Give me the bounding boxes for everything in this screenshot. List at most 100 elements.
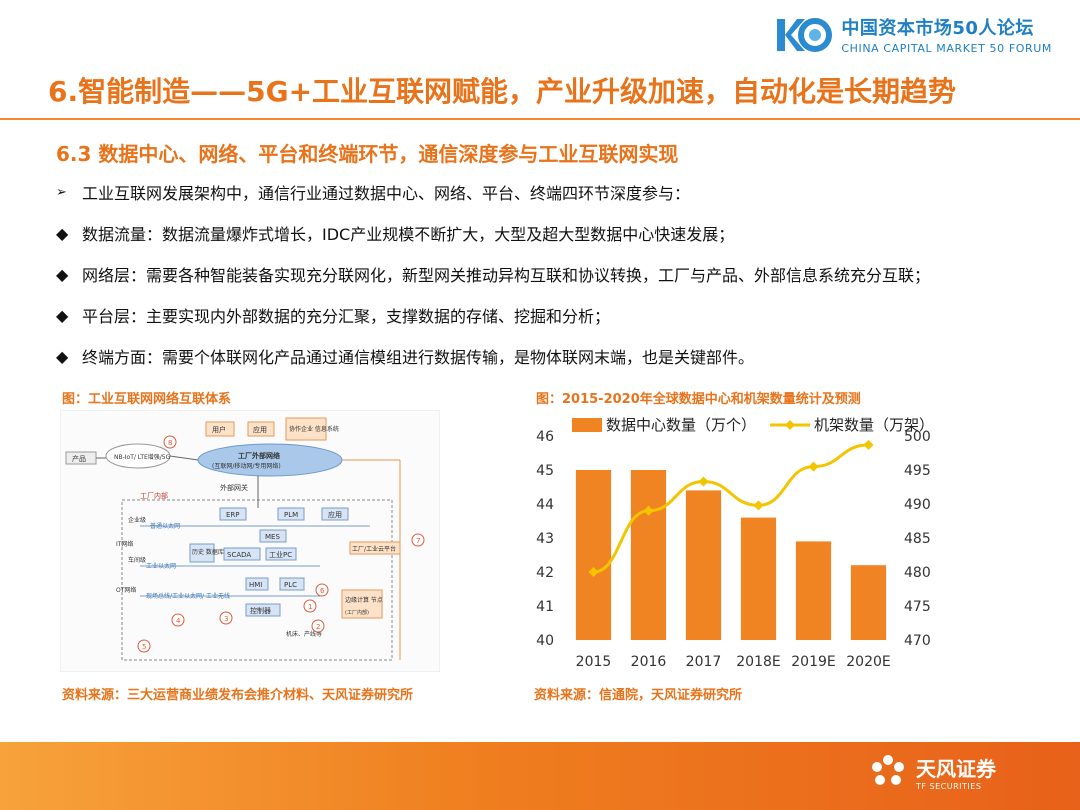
bullet-item: ◆ 平台层：主要实现内外部数据的充分汇聚，支撑数据的存储、挖掘和分析； bbox=[56, 303, 1066, 327]
bullet-text: 终端方面：需要个体联网化产品通过通信模组进行数据传输，是物体联网末端，也是关键部… bbox=[82, 348, 755, 367]
line-point-2020E bbox=[863, 439, 874, 450]
bullet-text: 数据流量：数据流量爆炸式增长，IDC产业规模不断扩大，大型及超大型数据中心快速发… bbox=[82, 225, 735, 244]
diamond-bullet-icon: ◆ bbox=[56, 305, 69, 325]
diagram-mes-label: MES bbox=[265, 533, 280, 541]
network-diagram: 用户 应用 协作企业 信息系统 工厂外部网络 (互联网/移动网/专用网络) 产品… bbox=[59, 409, 441, 673]
diagram-cloud-sublabel: (互联网/移动网/专用网络) bbox=[212, 462, 281, 470]
y-left-tick-label: 45 bbox=[536, 463, 554, 479]
diagram-product-label: 产品 bbox=[72, 454, 86, 463]
diagram-ipc-box bbox=[265, 547, 297, 561]
diagram-history-db-label: 历史 数据库 bbox=[192, 548, 224, 556]
left-figure-source: 资料来源：三大运营商业绩发布会推介材料、天风证券研究所 bbox=[62, 688, 414, 703]
legend-bar-label: 数据中心数量（万个） bbox=[606, 416, 756, 434]
line-point-2015 bbox=[588, 567, 599, 577]
diagram-ot-net-label: OT网络 bbox=[116, 586, 136, 594]
legend-bar-swatch bbox=[572, 418, 602, 432]
logo-cn-text: 中国资本市场50人论坛 bbox=[841, 18, 1034, 39]
diagram-marker-6 bbox=[315, 583, 329, 597]
diagram-app2-label: 应用 bbox=[328, 510, 342, 519]
arrow-bullet-icon: ➢ bbox=[56, 184, 67, 200]
bullet-item: ◆ 数据流量：数据流量爆炸式增长，IDC产业规模不断扩大，大型及超大型数据中心快… bbox=[56, 221, 1066, 245]
bullet-text: 网络层：需要各种智能装备实现充分联网化，新型网关推动异构互联和协议转换，工厂与产… bbox=[82, 266, 931, 285]
x-tick-label: 2019E bbox=[791, 654, 835, 670]
y-right-tick-label: 480 bbox=[904, 565, 931, 581]
diagram-hmi-box bbox=[245, 577, 269, 591]
x-tick-label: 2016 bbox=[631, 654, 667, 670]
diagram-nbiot-label: NB-IoT/ LTE增强/5G bbox=[114, 453, 171, 461]
diagram-marker-5 bbox=[137, 639, 151, 653]
diagram-gateway-label: 外部网关 bbox=[220, 483, 248, 492]
x-tick-label: 2015 bbox=[576, 654, 612, 670]
diagram-marker-8-text: 8 bbox=[168, 439, 172, 447]
diagram-marker-3-text: 3 bbox=[224, 615, 228, 623]
footer-band bbox=[0, 742, 1080, 810]
diagram-hmi-label: HMI bbox=[249, 581, 262, 589]
diagram-edge-sublabel: (工厂内部) bbox=[345, 609, 369, 616]
y-right-tick-label: 485 bbox=[904, 531, 931, 547]
diagram-cloud-label: 工厂外部网络 bbox=[238, 451, 280, 460]
chart-caption: 图：2015-2020年全球数据中心和机架数量统计及预测 bbox=[536, 392, 861, 407]
diagram-marker-5-text: 5 bbox=[142, 643, 146, 651]
diagram-factory-frame bbox=[121, 499, 393, 661]
diagram-controller-box bbox=[245, 603, 281, 617]
diagram-app-label: 应用 bbox=[253, 425, 267, 434]
diagram-marker-2 bbox=[311, 619, 325, 633]
line-point-2018E bbox=[753, 500, 764, 511]
diagram-enterprise-label: 企业级 bbox=[128, 516, 146, 524]
diamond-bullet-icon: ◆ bbox=[56, 264, 69, 284]
y-right-tick-label: 495 bbox=[904, 463, 931, 479]
diagram-partner-label: 协作企业 信息系统 bbox=[289, 425, 339, 433]
y-right-tick-label: 475 bbox=[904, 599, 931, 615]
tf-logo-en: TF SECURITIES bbox=[916, 782, 982, 791]
left-figure-caption: 图：工业互联网网络互联体系 bbox=[62, 392, 232, 407]
diagram-marker-6-text: 6 bbox=[320, 587, 325, 595]
y-left-tick-label: 41 bbox=[536, 599, 554, 615]
y-left-tick-label: 42 bbox=[536, 565, 554, 581]
bullet-item: ➢ 工业互联网发展架构中，通信行业通过数据中心、网络、平台、终端四环节深度参与： bbox=[56, 180, 1066, 204]
diagram-device-label: 机床、产线等 bbox=[286, 630, 322, 638]
legend-line-label: 机架数量（万架） bbox=[814, 416, 934, 434]
diagram-factory-inside-label: 工厂内部 bbox=[140, 491, 168, 500]
bar-datacenter-2016 bbox=[630, 470, 667, 640]
page-title: 6.智能制造——5G+工业互联网赋能，产业升级加速，自动化是长期趋势 bbox=[48, 75, 957, 108]
diagram-scada-box bbox=[223, 547, 261, 561]
y-left-tick-label: 46 bbox=[536, 429, 554, 445]
y-left-tick-label: 40 bbox=[536, 633, 554, 649]
y-right-tick-label: 500 bbox=[904, 429, 931, 445]
diagram-marker-2-text: 2 bbox=[316, 623, 320, 631]
diagram-plm-box bbox=[277, 507, 305, 521]
y-left-tick-label: 44 bbox=[536, 497, 554, 513]
diagram-cloud-shape bbox=[197, 443, 343, 477]
diagram-ipc-label: 工业PC bbox=[269, 550, 292, 559]
bullet-text: 平台层：主要实现内外部数据的充分汇聚，支撑数据的存储、挖掘和分析； bbox=[82, 307, 611, 326]
diamond-bullet-icon: ◆ bbox=[56, 346, 69, 366]
diagram-workshop-label: 车间级 bbox=[128, 556, 146, 564]
line-point-2016 bbox=[643, 505, 654, 516]
bar-line-chart: 数据中心数量（万个） 机架数量（万架） 40 41 42 43 44 45 46 470 47… bbox=[520, 408, 950, 676]
diagram-erp-box bbox=[219, 507, 247, 521]
diagram-it-net-label: IT网络 bbox=[116, 540, 133, 548]
diagram-cloud-platform-label: 工厂/工业云平台 bbox=[352, 545, 396, 553]
diagram-user-label: 用户 bbox=[212, 425, 226, 434]
legend-line-marker-icon bbox=[785, 420, 795, 430]
diagram-plc-box bbox=[279, 577, 305, 591]
x-tick-label: 2018E bbox=[736, 654, 780, 670]
diagram-history-db-box bbox=[189, 543, 215, 563]
bullet-item: ◆ 网络层：需要各种智能装备实现充分联网化，新型网关推动异构互联和协议转换，工厂… bbox=[56, 262, 1066, 286]
diagram-marker-8 bbox=[163, 435, 177, 449]
y-left-tick-label: 43 bbox=[536, 531, 554, 547]
logo-en-text: CHINA CAPITAL MARKET 50 FORUM bbox=[841, 42, 1052, 55]
diagram-app2-box bbox=[321, 507, 349, 521]
x-tick-label: 2017 bbox=[686, 654, 722, 670]
line-point-2019E bbox=[808, 461, 819, 472]
bar-datacenter-2018E bbox=[740, 517, 777, 640]
diagram-erp-label: ERP bbox=[226, 511, 240, 519]
diagram-marker-1-text: 1 bbox=[308, 603, 312, 611]
tf-securities-logo: 天风证券 TF SECURITIES bbox=[868, 752, 996, 792]
diagram-controller-label: 控制器 bbox=[250, 606, 271, 615]
bar-datacenter-2019E bbox=[795, 541, 832, 640]
section-subtitle: 6.3 数据中心、网络、平台和终端环节，通信深度参与工业互联网实现 bbox=[56, 142, 679, 166]
bar-datacenter-2020E bbox=[850, 565, 887, 640]
diagram-scada-label: SCADA bbox=[227, 551, 251, 559]
bullet-item: ◆ 终端方面：需要个体联网化产品通过通信模组进行数据传输，是物体联网末端，也是关… bbox=[56, 344, 1066, 368]
